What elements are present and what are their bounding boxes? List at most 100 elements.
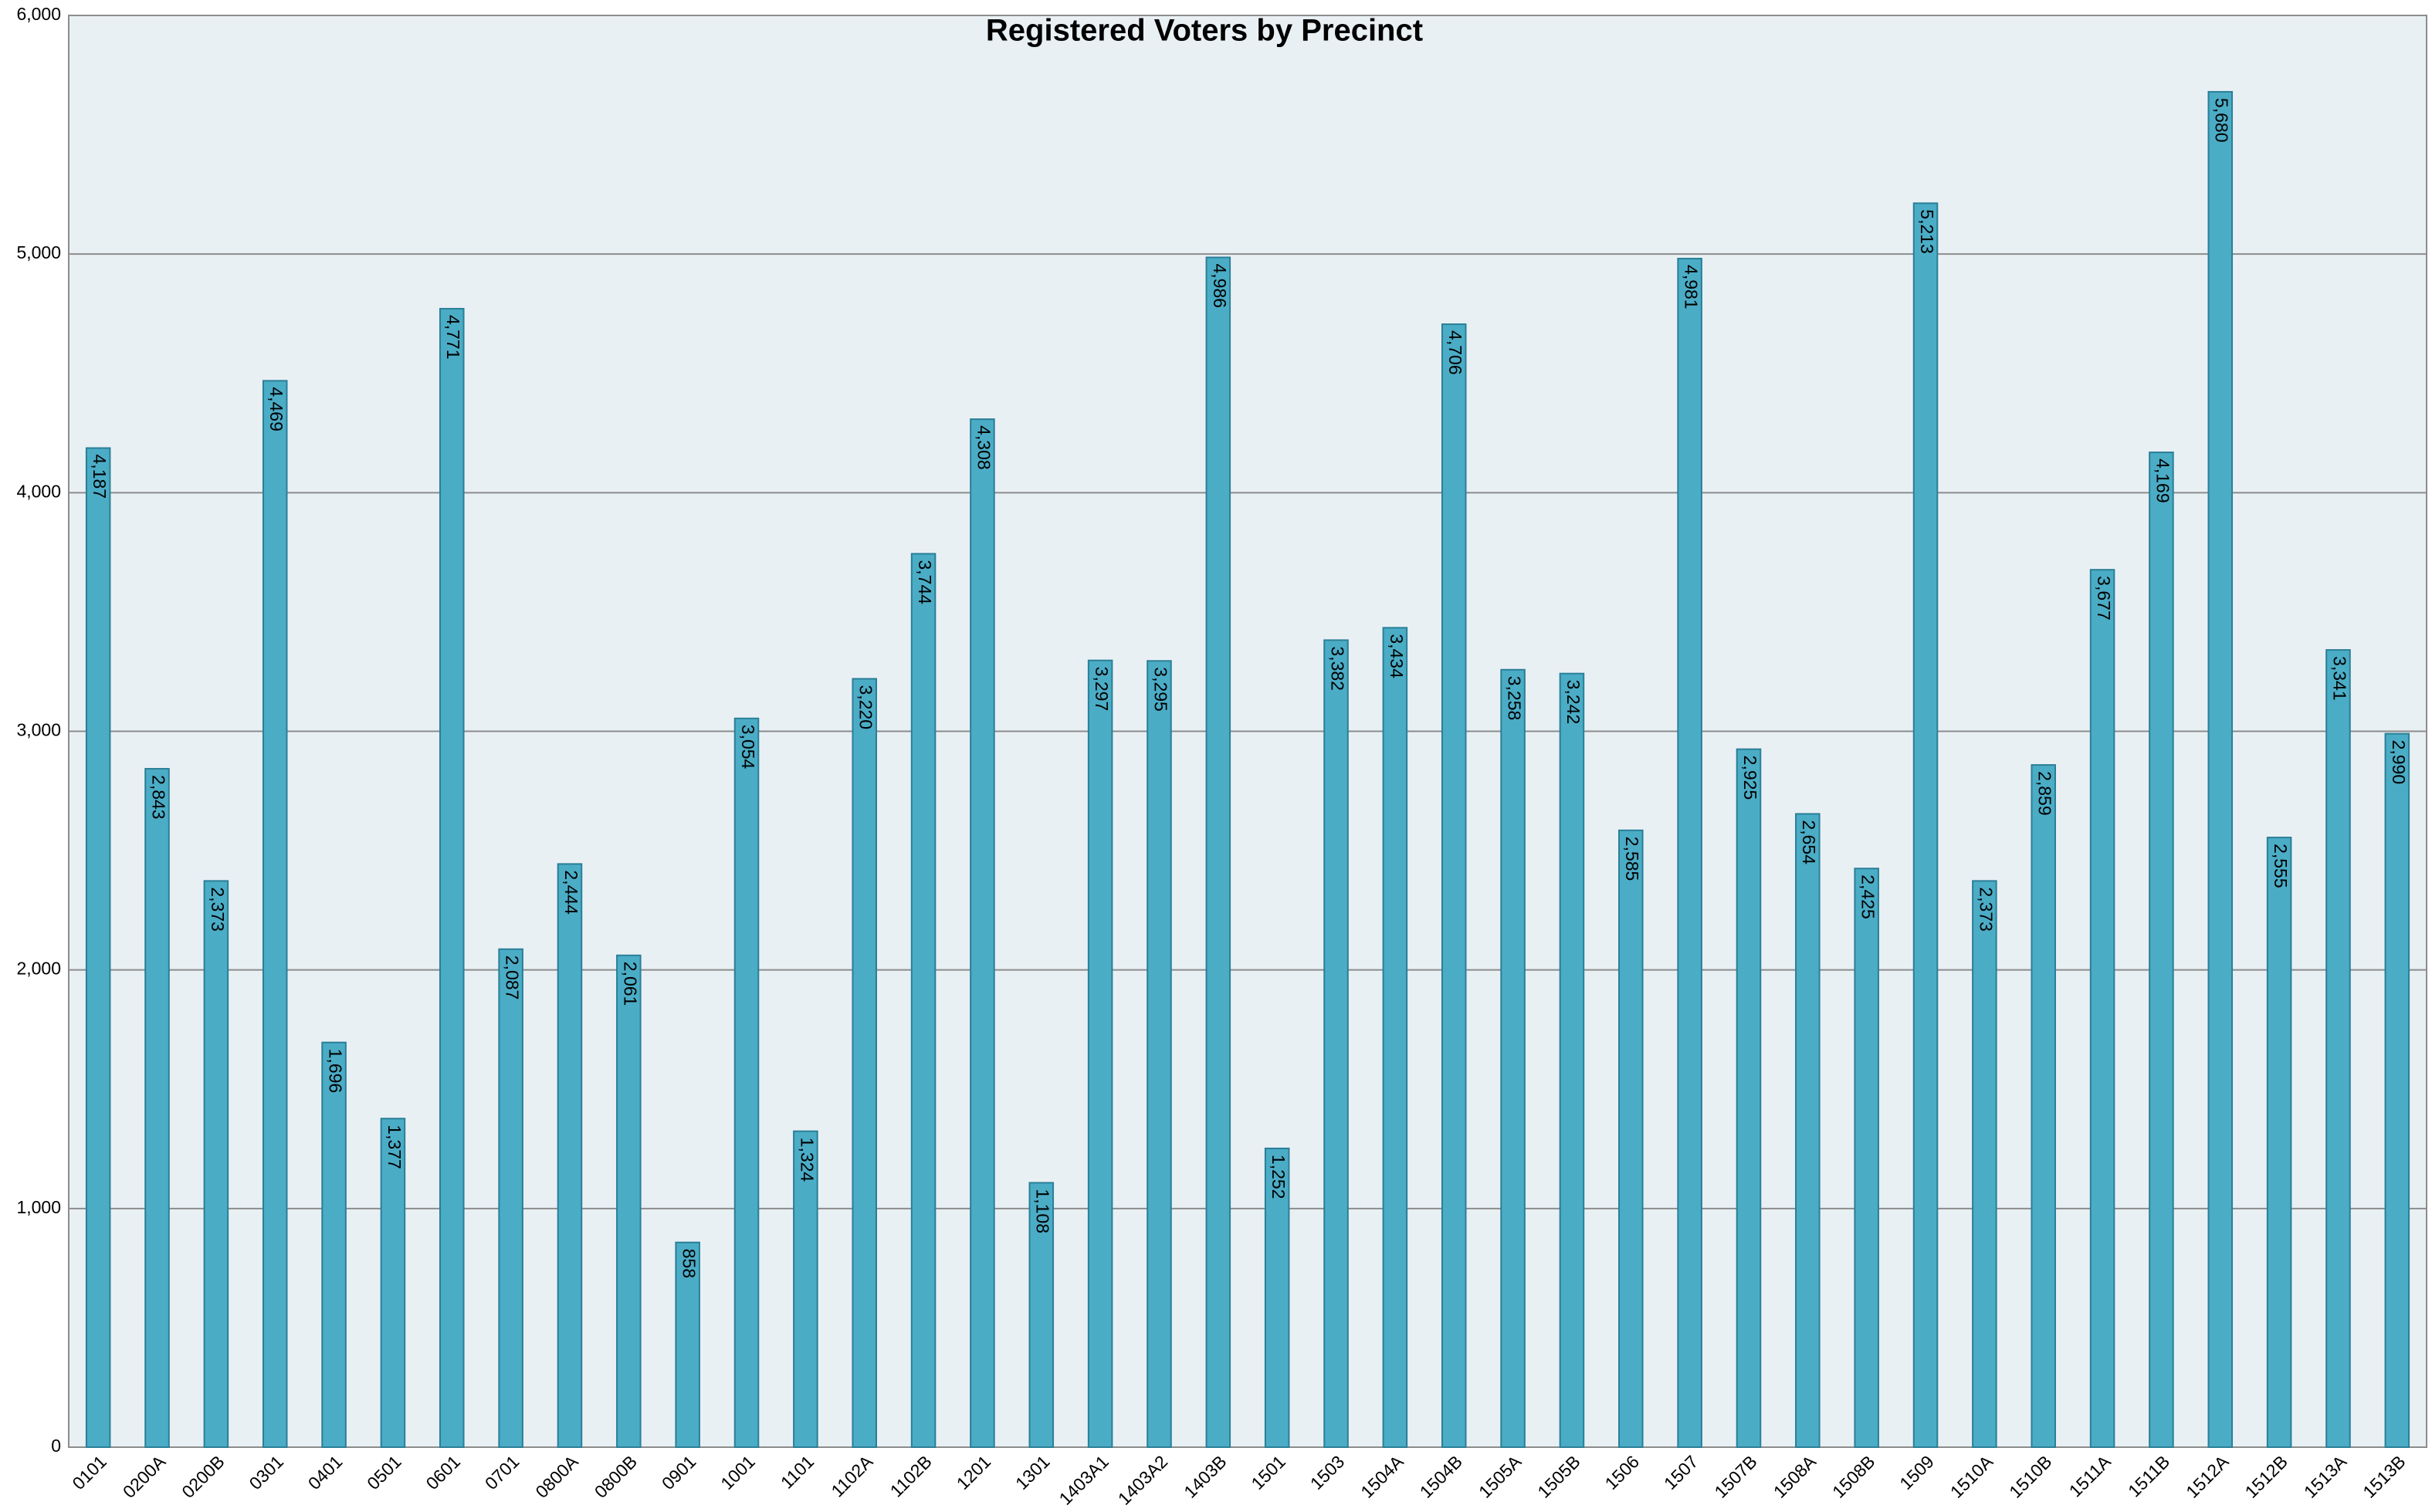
y-tick-label: 2,000: [16, 959, 61, 979]
bar: [2089, 569, 2115, 1448]
x-tick-label: 1513B: [2359, 1451, 2409, 1501]
bar: [380, 1118, 406, 1448]
data-label: 4,187: [90, 455, 110, 499]
bar: [1323, 639, 1349, 1448]
x-tick-label: 1403A2: [1114, 1451, 1171, 1508]
x-tick-label: 1102B: [886, 1451, 936, 1500]
data-label: 2,444: [561, 870, 581, 915]
x-tick-label: 1504B: [1416, 1451, 1466, 1501]
x-tick-label: 1507: [1660, 1451, 1702, 1493]
y-tick-label: 4,000: [16, 481, 61, 501]
x-tick-label: 1505B: [1533, 1451, 1584, 1501]
bar: [203, 880, 229, 1449]
x-tick-label: 1511A: [2065, 1451, 2115, 1501]
x-tick-label: 1403A1: [1055, 1451, 1112, 1508]
x-tick-label: 1511B: [2124, 1451, 2173, 1500]
x-tick-label: 1505A: [1475, 1451, 1526, 1502]
x-tick-label: 0701: [481, 1451, 523, 1493]
bar: [2149, 452, 2174, 1449]
data-label: 2,843: [148, 775, 168, 820]
x-tick-label: 1506: [1601, 1451, 1644, 1493]
x-tick-label: 1512B: [2241, 1451, 2291, 1501]
x-tick-label: 1201: [953, 1451, 995, 1493]
bar: [1559, 672, 1585, 1448]
bar: [557, 863, 583, 1448]
bar: [85, 447, 111, 1448]
x-tick-label: 0101: [68, 1451, 110, 1493]
data-label: 3,341: [2329, 656, 2349, 701]
x-tick-label: 0601: [422, 1451, 465, 1493]
data-label: 2,859: [2035, 771, 2055, 816]
bar: [498, 948, 523, 1448]
data-label: 1,377: [384, 1125, 405, 1169]
data-label: 3,220: [856, 685, 876, 729]
bar: [910, 553, 937, 1448]
data-label: 4,169: [2153, 458, 2173, 503]
bar: [262, 380, 288, 1449]
data-label: 2,555: [2271, 844, 2291, 888]
bar: [1736, 748, 1762, 1448]
data-label: 1,696: [325, 1049, 345, 1094]
y-tick-label: 0: [51, 1436, 61, 1456]
bar: [1264, 1147, 1290, 1448]
x-tick-label: 1509: [1895, 1451, 1938, 1493]
bar: [793, 1130, 818, 1448]
data-label: 4,308: [974, 425, 994, 470]
bar: [439, 307, 465, 1448]
x-tick-label: 1102A: [827, 1451, 877, 1501]
bar: [321, 1041, 347, 1448]
data-label: 1,108: [1033, 1189, 1053, 1233]
chart-title: Registered Voters by Precinct: [986, 14, 1423, 48]
bar: [1028, 1182, 1055, 1449]
bar: [1147, 660, 1172, 1448]
bar: [616, 954, 642, 1448]
data-label: 2,990: [2389, 740, 2409, 785]
data-label: 3,054: [738, 725, 758, 770]
bar: [1854, 868, 1879, 1449]
bar: [2384, 732, 2410, 1448]
y-tick-label: 3,000: [16, 720, 61, 740]
bar: [144, 768, 170, 1448]
x-tick-label: 1101: [777, 1451, 818, 1492]
bar: [675, 1241, 700, 1448]
x-tick-label: 1301: [1011, 1451, 1054, 1493]
y-tick-label: 6,000: [16, 4, 61, 24]
data-label: 2,425: [1858, 874, 1878, 919]
data-label: 2,061: [620, 962, 640, 1006]
bar: [1795, 813, 1821, 1448]
bar: [2031, 764, 2056, 1448]
bar: [1441, 323, 1467, 1449]
data-label: 3,744: [915, 560, 935, 604]
bar: [2207, 90, 2234, 1448]
data-label: 3,677: [2094, 576, 2114, 621]
bar: [970, 418, 995, 1448]
data-label: 2,373: [1976, 887, 1996, 932]
x-tick-label: 1503: [1306, 1451, 1349, 1493]
bar: [1382, 627, 1408, 1448]
x-tick-label: 1512A: [2182, 1451, 2233, 1502]
x-tick-label: 1403B: [1180, 1451, 1230, 1501]
data-label: 858: [679, 1249, 699, 1278]
data-label: 1,252: [1269, 1155, 1289, 1199]
x-tick-label: 0501: [363, 1451, 405, 1493]
x-tick-label: 1513A: [2300, 1451, 2351, 1502]
data-label: 3,295: [1150, 667, 1170, 712]
bar: [733, 717, 760, 1448]
data-label: 4,986: [1210, 263, 1230, 308]
data-label: 2,654: [1799, 820, 1819, 864]
y-tick-label: 5,000: [16, 242, 61, 262]
data-label: 2,087: [503, 956, 523, 1000]
data-label: 3,434: [1387, 634, 1407, 678]
x-tick-label: 1507B: [1710, 1451, 1760, 1501]
bar: [1677, 258, 1702, 1448]
bar: [1205, 256, 1231, 1448]
bar: [1618, 829, 1644, 1449]
data-label: 5,680: [2212, 98, 2232, 143]
x-tick-label: 1501: [1247, 1451, 1289, 1493]
data-label: 4,706: [1445, 330, 1465, 375]
bar: [1087, 659, 1113, 1448]
data-label: 3,382: [1327, 646, 1347, 691]
x-tick-label: 0901: [658, 1451, 700, 1493]
y-tick-label: 1,000: [16, 1197, 61, 1217]
